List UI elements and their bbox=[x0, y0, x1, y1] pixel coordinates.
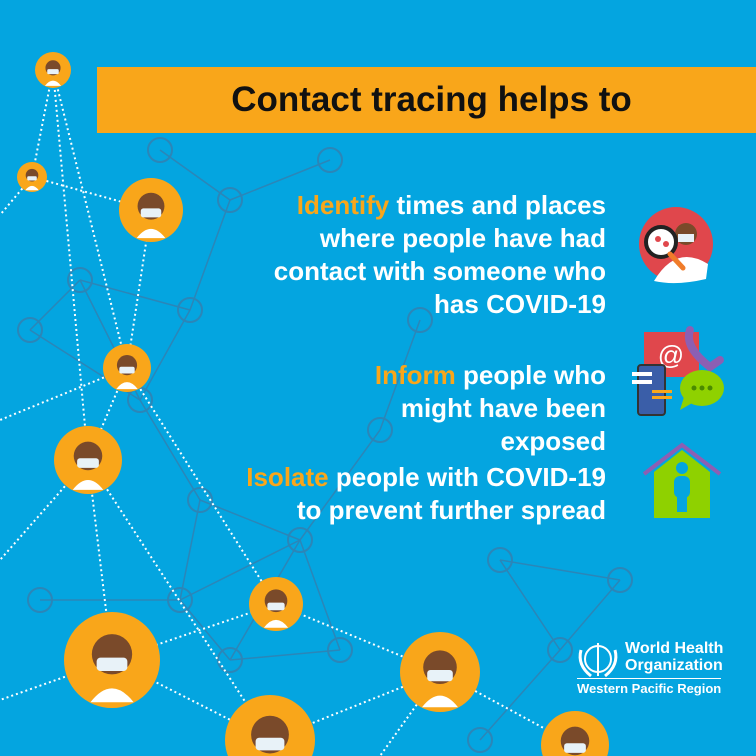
house-person-icon bbox=[642, 442, 722, 518]
who-name-line1: World Health bbox=[625, 640, 724, 657]
network-node bbox=[27, 587, 53, 613]
avatar-body bbox=[136, 228, 166, 239]
communication-icons: @ bbox=[632, 326, 724, 416]
network-node bbox=[287, 527, 313, 553]
isolate-item: Isolate people with COVID-19 to prevent … bbox=[216, 461, 606, 527]
mask-icon bbox=[96, 657, 128, 672]
network-line bbox=[479, 649, 561, 741]
mask-icon bbox=[119, 366, 135, 374]
mask-icon bbox=[564, 743, 586, 753]
item-text: times and places where people have had c… bbox=[273, 190, 606, 319]
contact-link bbox=[126, 367, 277, 605]
contact-link bbox=[31, 176, 152, 211]
network-node bbox=[407, 307, 433, 333]
contact-link bbox=[0, 176, 33, 216]
network-line bbox=[139, 399, 201, 501]
network-line bbox=[499, 559, 621, 581]
network-line bbox=[179, 599, 231, 661]
network-line bbox=[189, 199, 231, 311]
network-line bbox=[179, 499, 201, 601]
inform-item: Inform people who might have been expose… bbox=[316, 359, 606, 458]
contact-link bbox=[87, 459, 271, 741]
avatar-body bbox=[116, 382, 138, 390]
network-line bbox=[179, 539, 301, 601]
network-line bbox=[199, 499, 301, 541]
page-title: Contact tracing helps to bbox=[231, 80, 632, 119]
network-node bbox=[367, 417, 393, 443]
identify-item: Identify times and places where people h… bbox=[226, 189, 606, 321]
avatar-body bbox=[25, 185, 39, 191]
title-banner: Contact tracing helps to bbox=[97, 67, 756, 133]
avatar-body bbox=[90, 688, 134, 703]
network-line bbox=[229, 649, 341, 661]
mask-icon bbox=[267, 602, 285, 611]
network-line bbox=[499, 559, 561, 651]
network-line bbox=[139, 309, 191, 401]
contact-link bbox=[52, 69, 89, 461]
network-line bbox=[79, 279, 191, 311]
who-emblem-icon bbox=[578, 643, 618, 678]
contact-link bbox=[87, 459, 113, 661]
network-line bbox=[159, 149, 231, 201]
network-node bbox=[217, 647, 243, 673]
network-line bbox=[29, 279, 81, 331]
avatar-body bbox=[72, 480, 104, 490]
who-logo: World Health Organization Western Pacific… bbox=[575, 640, 723, 696]
network-node bbox=[187, 487, 213, 513]
who-name-line2: Organization bbox=[625, 657, 723, 674]
network-node bbox=[547, 637, 573, 663]
item-text: people with COVID-19 to prevent further … bbox=[296, 462, 606, 525]
who-region: Western Pacific Region bbox=[577, 678, 722, 696]
network-node bbox=[327, 637, 353, 663]
keyword: Identify bbox=[296, 190, 390, 220]
contact-link bbox=[379, 671, 441, 756]
network-line bbox=[559, 579, 621, 651]
keyword: Isolate bbox=[246, 462, 329, 492]
avatar-body bbox=[44, 80, 62, 86]
item-text: people who might have been exposed bbox=[400, 360, 606, 456]
magnifier-virus-person-icon bbox=[639, 207, 713, 284]
network-line bbox=[299, 429, 381, 541]
network-node bbox=[17, 317, 43, 343]
network-node bbox=[177, 297, 203, 323]
contact-link bbox=[0, 459, 89, 561]
network-node bbox=[167, 587, 193, 613]
network-node bbox=[487, 547, 513, 573]
network-line bbox=[229, 159, 331, 201]
network-node bbox=[67, 267, 93, 293]
contact-link bbox=[31, 69, 54, 178]
mask-icon bbox=[77, 458, 99, 468]
mask-icon bbox=[27, 176, 37, 181]
network-node bbox=[217, 187, 243, 213]
contact-link bbox=[52, 69, 128, 369]
network-line bbox=[299, 539, 341, 651]
network-node bbox=[467, 727, 493, 753]
avatar-body bbox=[263, 619, 289, 628]
mask-icon bbox=[140, 208, 162, 218]
contact-link bbox=[111, 603, 277, 661]
mask-icon bbox=[255, 737, 285, 751]
network-node bbox=[147, 137, 173, 163]
network-node bbox=[317, 147, 343, 173]
avatar-body bbox=[422, 695, 458, 708]
network-node bbox=[607, 567, 633, 593]
mask-icon bbox=[47, 69, 59, 75]
network-line bbox=[379, 319, 421, 431]
keyword: Inform bbox=[374, 360, 456, 390]
mask-icon bbox=[427, 670, 453, 682]
